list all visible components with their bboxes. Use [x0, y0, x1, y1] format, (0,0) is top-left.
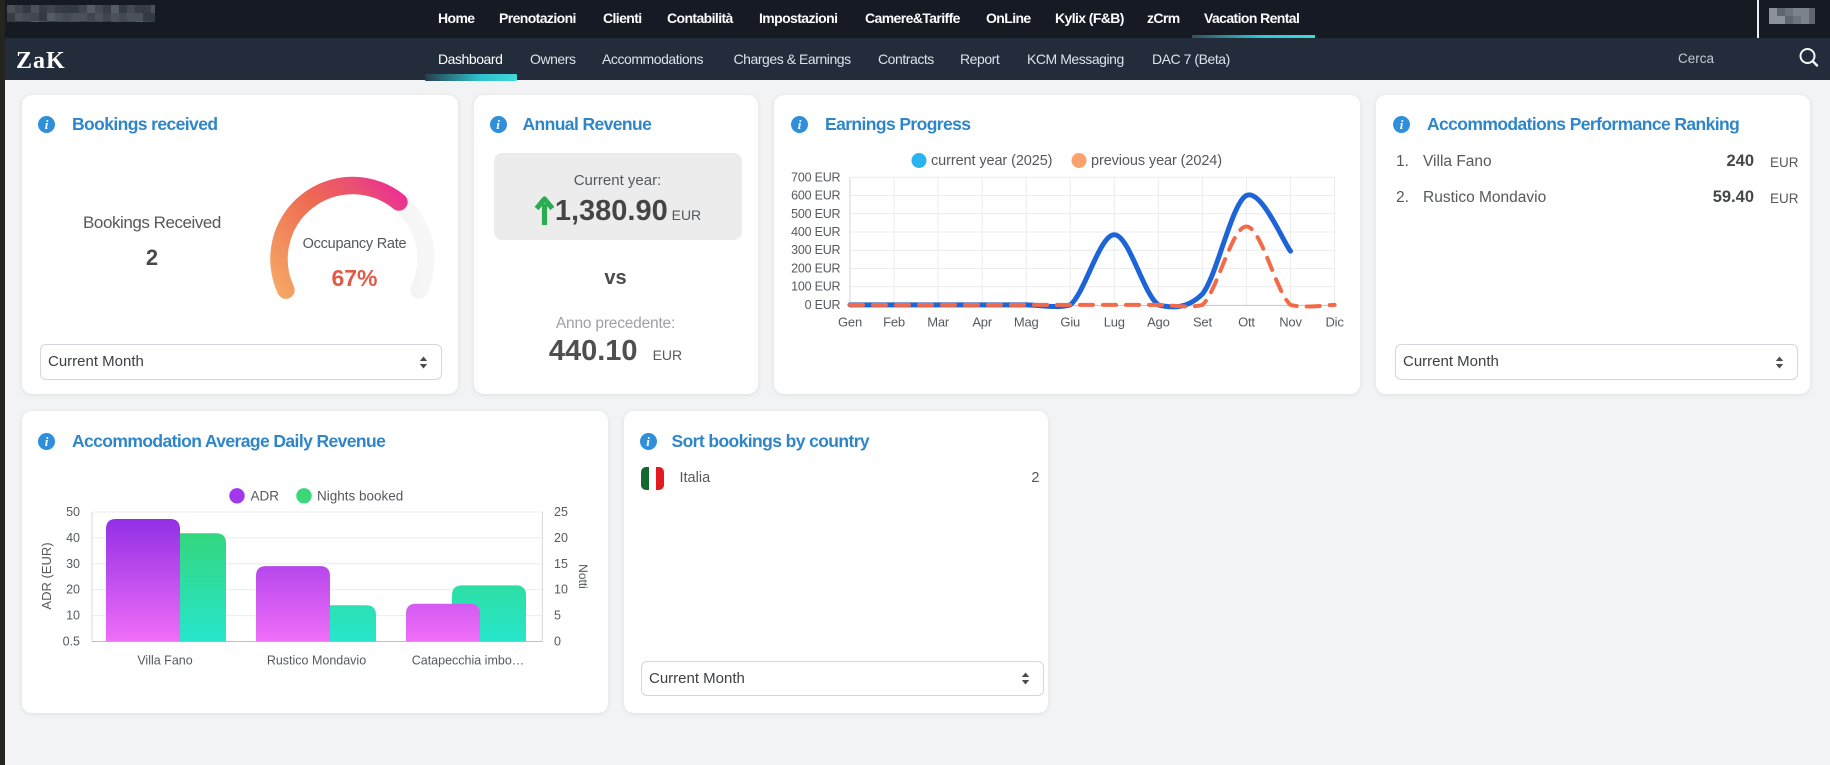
svg-text:Feb: Feb: [883, 315, 905, 330]
svg-text:Rustico Mondavio: Rustico Mondavio: [267, 653, 366, 667]
svg-text:100 EUR: 100 EUR: [791, 280, 840, 294]
svg-text:40: 40: [66, 530, 80, 544]
svg-text:25: 25: [554, 505, 568, 519]
svg-text:Nov: Nov: [1279, 315, 1302, 330]
svg-text:10: 10: [66, 608, 80, 622]
svg-text:400 EUR: 400 EUR: [791, 225, 840, 239]
svg-text:Notti: Notti: [576, 564, 590, 589]
svg-text:current year (2025): current year (2025): [931, 153, 1052, 169]
svg-text:Ago: Ago: [1147, 315, 1170, 330]
svg-text:Apr: Apr: [972, 315, 993, 330]
svg-text:200 EUR: 200 EUR: [791, 261, 840, 275]
svg-text:ADR: ADR: [251, 488, 280, 503]
svg-text:15: 15: [554, 556, 568, 570]
svg-text:5: 5: [554, 608, 561, 622]
svg-text:Nights booked: Nights booked: [317, 488, 403, 503]
svg-text:500 EUR: 500 EUR: [791, 207, 840, 221]
svg-text:Lug: Lug: [1104, 315, 1125, 330]
svg-text:ADR (EUR): ADR (EUR): [39, 542, 54, 609]
svg-text:600 EUR: 600 EUR: [791, 189, 840, 203]
svg-text:10: 10: [554, 582, 568, 596]
svg-text:Dic: Dic: [1325, 315, 1344, 330]
svg-text:700 EUR: 700 EUR: [791, 170, 840, 184]
svg-text:previous year (2024): previous year (2024): [1091, 153, 1222, 169]
svg-text:0 EUR: 0 EUR: [805, 298, 841, 312]
svg-text:0: 0: [554, 634, 561, 648]
svg-text:Set: Set: [1193, 315, 1213, 330]
svg-text:Mag: Mag: [1014, 315, 1039, 330]
svg-text:0.5: 0.5: [63, 634, 80, 648]
svg-text:20: 20: [554, 530, 568, 544]
svg-text:Gen: Gen: [838, 315, 862, 330]
svg-text:300 EUR: 300 EUR: [791, 243, 840, 257]
svg-text:Catapecchia imbo…: Catapecchia imbo…: [412, 653, 525, 667]
svg-text:Villa Fano: Villa Fano: [137, 653, 192, 667]
svg-text:50: 50: [66, 505, 80, 519]
svg-text:Mar: Mar: [927, 315, 950, 330]
svg-text:Ott: Ott: [1238, 315, 1255, 330]
svg-text:Giu: Giu: [1060, 315, 1080, 330]
svg-text:20: 20: [66, 582, 80, 596]
svg-text:30: 30: [66, 556, 80, 570]
